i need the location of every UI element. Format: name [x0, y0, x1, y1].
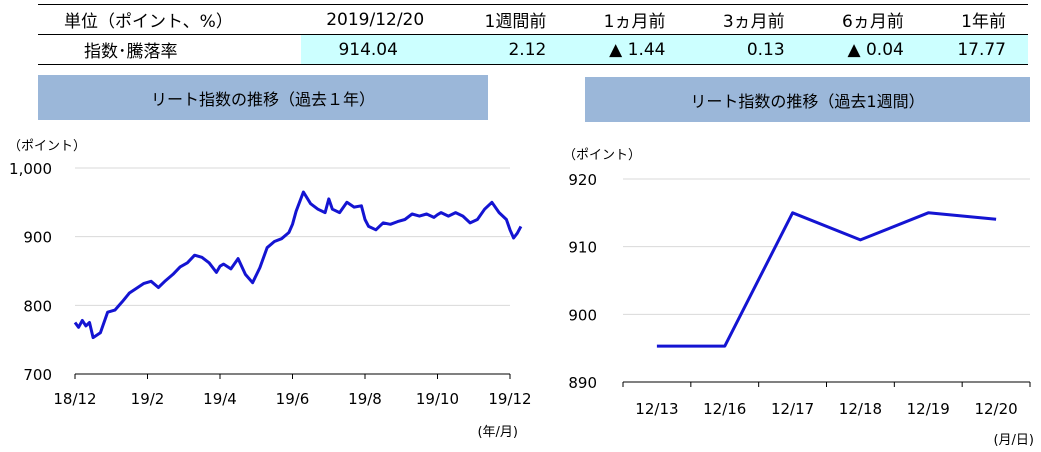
summary-unit-header: 単位（ポイント、%）: [38, 4, 302, 35]
chart-1w-x-unit: (月/日): [993, 433, 1034, 448]
chart-1y: （ポイント） 700 800 900 1,000 18/12 19/2 19/4 19/6 19/…: [8, 139, 532, 440]
chart-1w-xtick-label: 12/13: [635, 400, 678, 418]
summary-header-date: 2019/12/20: [301, 4, 450, 35]
chart-1w-ytick-label: 890: [568, 374, 597, 392]
chart-1w-title: リート指数の推移（過去1週間）: [585, 77, 1030, 122]
summary-table: 単位（ポイント、%） 2019/12/20 1週間前 1ヵ月前 3ヵ月前 6ヵ月…: [38, 4, 1028, 65]
chart-1y-x-unit: (年/月): [477, 425, 518, 440]
chart-1y-ytick-label: 800: [23, 297, 52, 315]
summary-header-3m: 3ヵ月前: [687, 4, 807, 35]
chart-1y-ytick-label: 1,000: [9, 160, 52, 178]
chart-1w-xtick-label: 12/18: [839, 400, 882, 418]
summary-header-1y: 1年前: [925, 4, 1028, 35]
chart-1y-title: リート指数の推移（過去１年）: [38, 75, 488, 120]
chart-1y-ytick-label: 700: [23, 366, 52, 384]
summary-header-6m: 6ヵ月前: [806, 4, 926, 35]
summary-value-1m: ▲ 1.44: [568, 34, 688, 65]
chart-1w-xtick-label: 12/20: [974, 400, 1017, 418]
chart-1y-ytick-label: 900: [23, 229, 52, 247]
summary-value-3m: 0.13: [687, 34, 807, 65]
summary-header-row: 単位（ポイント、%） 2019/12/20 1週間前 1ヵ月前 3ヵ月前 6ヵ月…: [38, 4, 1028, 35]
chart-1y-series-line: [73, 190, 523, 340]
chart-1w-xtick-label: 12/17: [771, 400, 814, 418]
chart-1w-y-unit: （ポイント）: [563, 148, 641, 163]
chart-1y-xtick-label: 19/6: [276, 390, 310, 408]
summary-value-row: 指数･騰落率 914.04 2.12 ▲ 1.44 0.13 ▲ 0.04 17…: [38, 34, 1028, 65]
chart-1y-xtick-label: 19/8: [348, 390, 382, 408]
chart-1w-series-line: [656, 211, 997, 348]
chart-1y-xtick-label: 19/4: [203, 390, 237, 408]
chart-1y-xtick-label: 19/2: [131, 390, 165, 408]
chart-1w-ytick-label: 920: [568, 171, 597, 189]
summary-value-6m: ▲ 0.04: [806, 34, 926, 65]
chart-1w-xtick-label: 12/16: [703, 400, 746, 418]
chart-1y-xtick-label: 19/10: [416, 390, 459, 408]
summary-header-1m: 1ヵ月前: [568, 4, 688, 35]
summary-value-index: 914.04: [301, 34, 450, 65]
chart-1w-ytick-label: 910: [568, 239, 597, 257]
summary-row-label: 指数･騰落率: [38, 34, 302, 65]
chart-1y-xtick-label: 19/12: [488, 390, 531, 408]
chart-1w-ytick-label: 900: [568, 306, 597, 324]
summary-value-1y: 17.77: [925, 34, 1028, 65]
chart-1y-xtick-label: 18/12: [53, 390, 96, 408]
chart-1y-y-unit: （ポイント）: [8, 139, 86, 154]
summary-value-1w: 2.12: [449, 34, 569, 65]
chart-1w-xtick-label: 12/19: [907, 400, 950, 418]
summary-header-1w: 1週間前: [449, 4, 569, 35]
